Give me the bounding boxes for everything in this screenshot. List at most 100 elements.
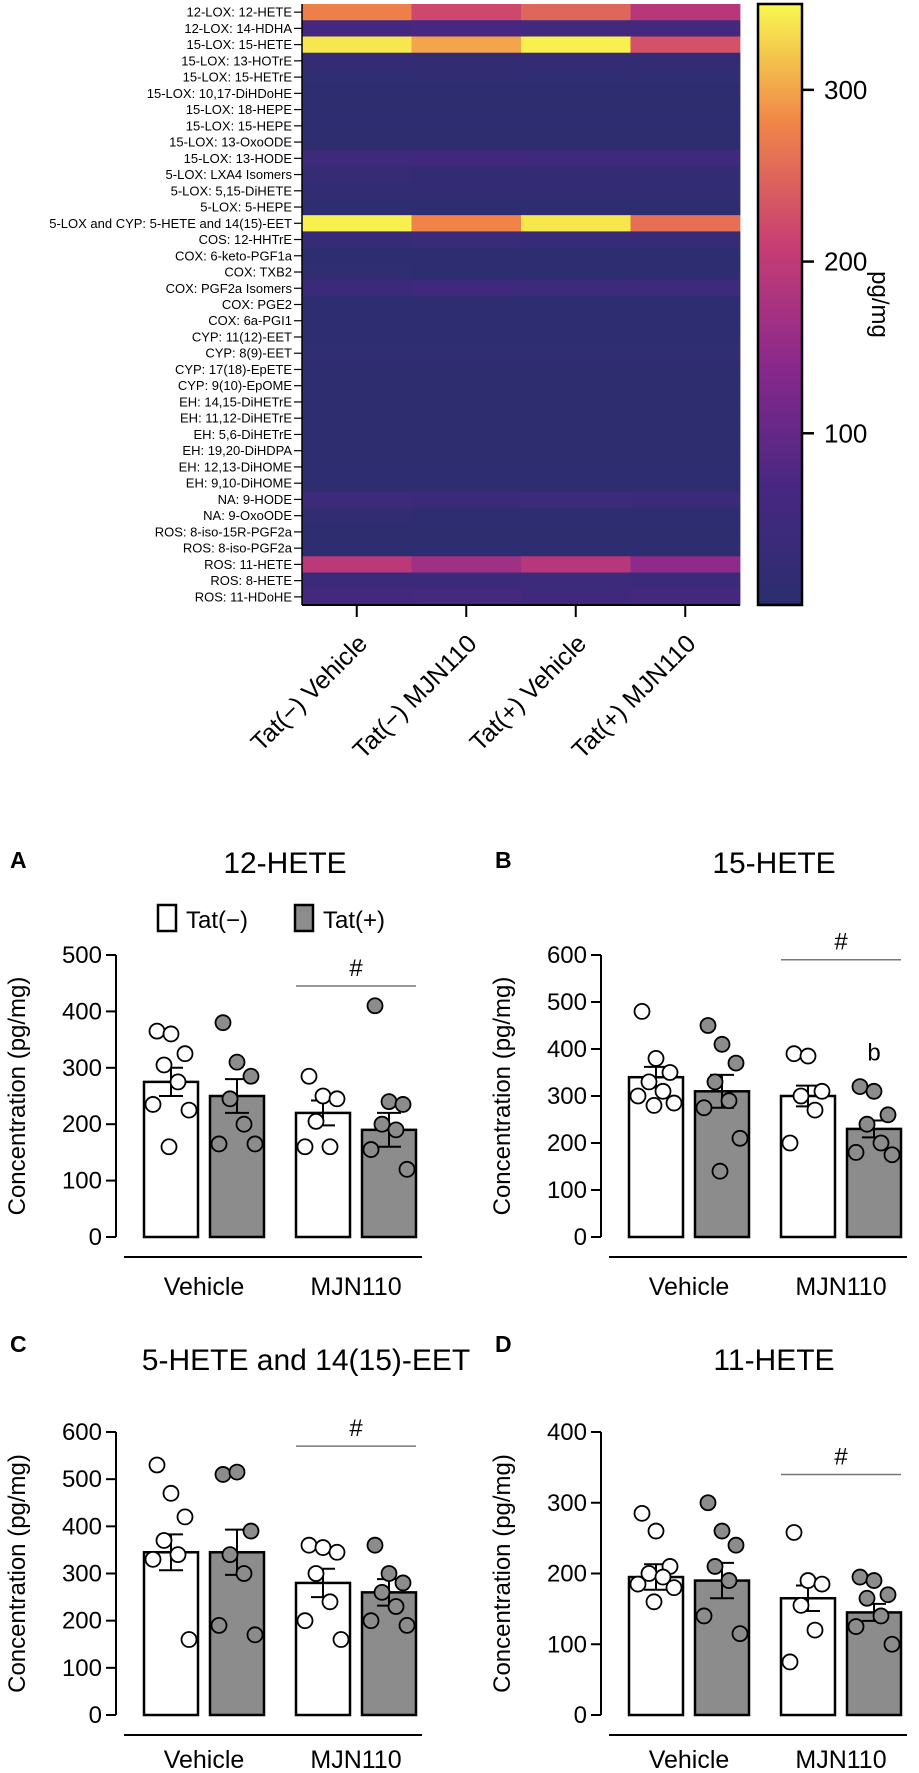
heatmap-cell — [630, 393, 741, 411]
heatmap-cell — [521, 475, 631, 492]
heatmap-cell — [411, 345, 522, 362]
y-tick-label: 600 — [547, 942, 587, 969]
data-point — [872, 1607, 890, 1625]
heatmap-row-label: 5-LOX: 5-HEPE — [200, 200, 292, 215]
heatmap-row-label: ROS: 11-HDoHE — [195, 589, 293, 604]
data-point — [155, 1532, 173, 1549]
data-point — [387, 1598, 405, 1615]
heatmap-row-label: COX: 6-keto-PGF1a — [175, 248, 293, 263]
data-point — [300, 1536, 318, 1554]
data-point — [228, 1463, 246, 1481]
heatmap-cell — [521, 68, 631, 86]
data-point — [210, 1616, 228, 1634]
heatmap-cell — [630, 523, 741, 541]
legend-swatch-tat-neg — [156, 903, 178, 933]
data-point — [695, 1099, 713, 1117]
legend-label-tat-neg: Tat(−) — [186, 907, 248, 934]
heatmap-cell — [521, 361, 631, 378]
data-point — [300, 1067, 318, 1085]
heatmap-cell — [411, 475, 522, 492]
data-point — [242, 1522, 260, 1540]
heatmap-row-label: ROS: 8-HETE — [210, 573, 292, 588]
heatmap-row-label: EH: 9,10-DiHOME — [186, 476, 293, 491]
heatmap-cell — [302, 247, 412, 265]
data-point — [210, 1135, 228, 1153]
heatmap-row-label: CYP: 11(12)-EET — [192, 329, 292, 344]
heatmap-cell — [630, 85, 741, 102]
data-point — [314, 1539, 332, 1556]
data-point — [221, 1090, 239, 1108]
data-point — [665, 1094, 683, 1112]
heatmap-cell — [521, 507, 631, 525]
significance-hash: # — [834, 1443, 848, 1470]
data-point — [851, 1078, 869, 1095]
data-point — [858, 1115, 876, 1133]
heatmap-cell — [630, 247, 741, 265]
heatmap-cell — [411, 426, 522, 443]
heatmap-cell — [521, 85, 631, 102]
data-point — [699, 1494, 717, 1512]
heatmap-cell — [302, 231, 412, 249]
heatmap-cell — [521, 133, 631, 151]
heatmap-cell — [411, 507, 522, 525]
heatmap-cell — [302, 458, 412, 476]
heatmap-cell — [302, 361, 412, 378]
bar — [294, 1581, 352, 1717]
data-point — [629, 1575, 647, 1593]
panel-letter: B — [495, 847, 512, 873]
data-point — [398, 1160, 416, 1178]
colorbar-tick-label: 200 — [824, 247, 867, 277]
data-point — [813, 1082, 831, 1100]
heatmap-cell — [521, 588, 631, 606]
heatmap-cell — [302, 117, 412, 135]
heatmap-row-label: COS: 12-HHTrE — [199, 232, 293, 247]
legend-swatch-tat-pos — [293, 903, 315, 933]
heatmap-cell — [411, 328, 522, 346]
legend: Tat(−) Tat(+) — [156, 903, 385, 934]
bar — [779, 1094, 837, 1239]
bar — [693, 1579, 751, 1717]
data-point — [647, 1050, 665, 1067]
data-point — [307, 1565, 325, 1582]
heatmap-cell — [411, 312, 522, 330]
heatmap-cell — [411, 36, 522, 54]
heatmap-row-label: 5-LOX and CYP: 5-HETE and 14(15)-EET — [49, 216, 292, 231]
data-point — [847, 1618, 865, 1635]
heatmap-cell — [302, 85, 412, 102]
heatmap-cell — [411, 263, 522, 281]
x-category-label: MJN110 — [795, 1746, 886, 1773]
data-point — [144, 1550, 162, 1568]
data-point — [394, 1574, 412, 1592]
data-point — [731, 1129, 749, 1147]
heatmap-cell — [302, 52, 412, 70]
heatmap-row-label: 5-LOX: 5,15-DiHETE — [171, 183, 293, 198]
data-point — [640, 1073, 658, 1091]
heatmap-cell — [302, 36, 412, 54]
heatmap-cell — [411, 166, 522, 184]
heatmap-cell — [521, 345, 631, 362]
heatmap-row-label: 15-LOX: 15-HETrE — [183, 70, 293, 85]
heatmap-cell — [521, 540, 631, 557]
y-axis-label: Concentration (pg/mg) — [489, 1454, 516, 1693]
heatmap-cell — [411, 198, 522, 216]
data-point — [858, 1589, 876, 1607]
y-tick-label: 500 — [547, 989, 587, 1016]
x-category-label: Vehicle — [164, 1273, 245, 1301]
heatmap-cell — [302, 345, 412, 362]
heatmap-cell — [302, 150, 412, 167]
heatmap-cell — [521, 166, 631, 184]
x-category-label: Vehicle — [649, 1746, 730, 1773]
data-point — [180, 1101, 198, 1119]
data-point — [296, 1138, 314, 1156]
y-axis-label: Concentration (pg/mg) — [4, 977, 31, 1216]
heatmap-cell — [411, 247, 522, 265]
heatmap-cell — [302, 133, 412, 151]
data-point — [214, 1014, 232, 1032]
data-point — [806, 1101, 824, 1119]
heatmap-cell — [411, 150, 522, 167]
heatmap-cell — [521, 377, 631, 395]
heatmap-cell — [411, 101, 522, 119]
heatmap-cell — [630, 556, 741, 573]
heatmap-cell — [630, 507, 741, 525]
data-point — [785, 1524, 803, 1541]
